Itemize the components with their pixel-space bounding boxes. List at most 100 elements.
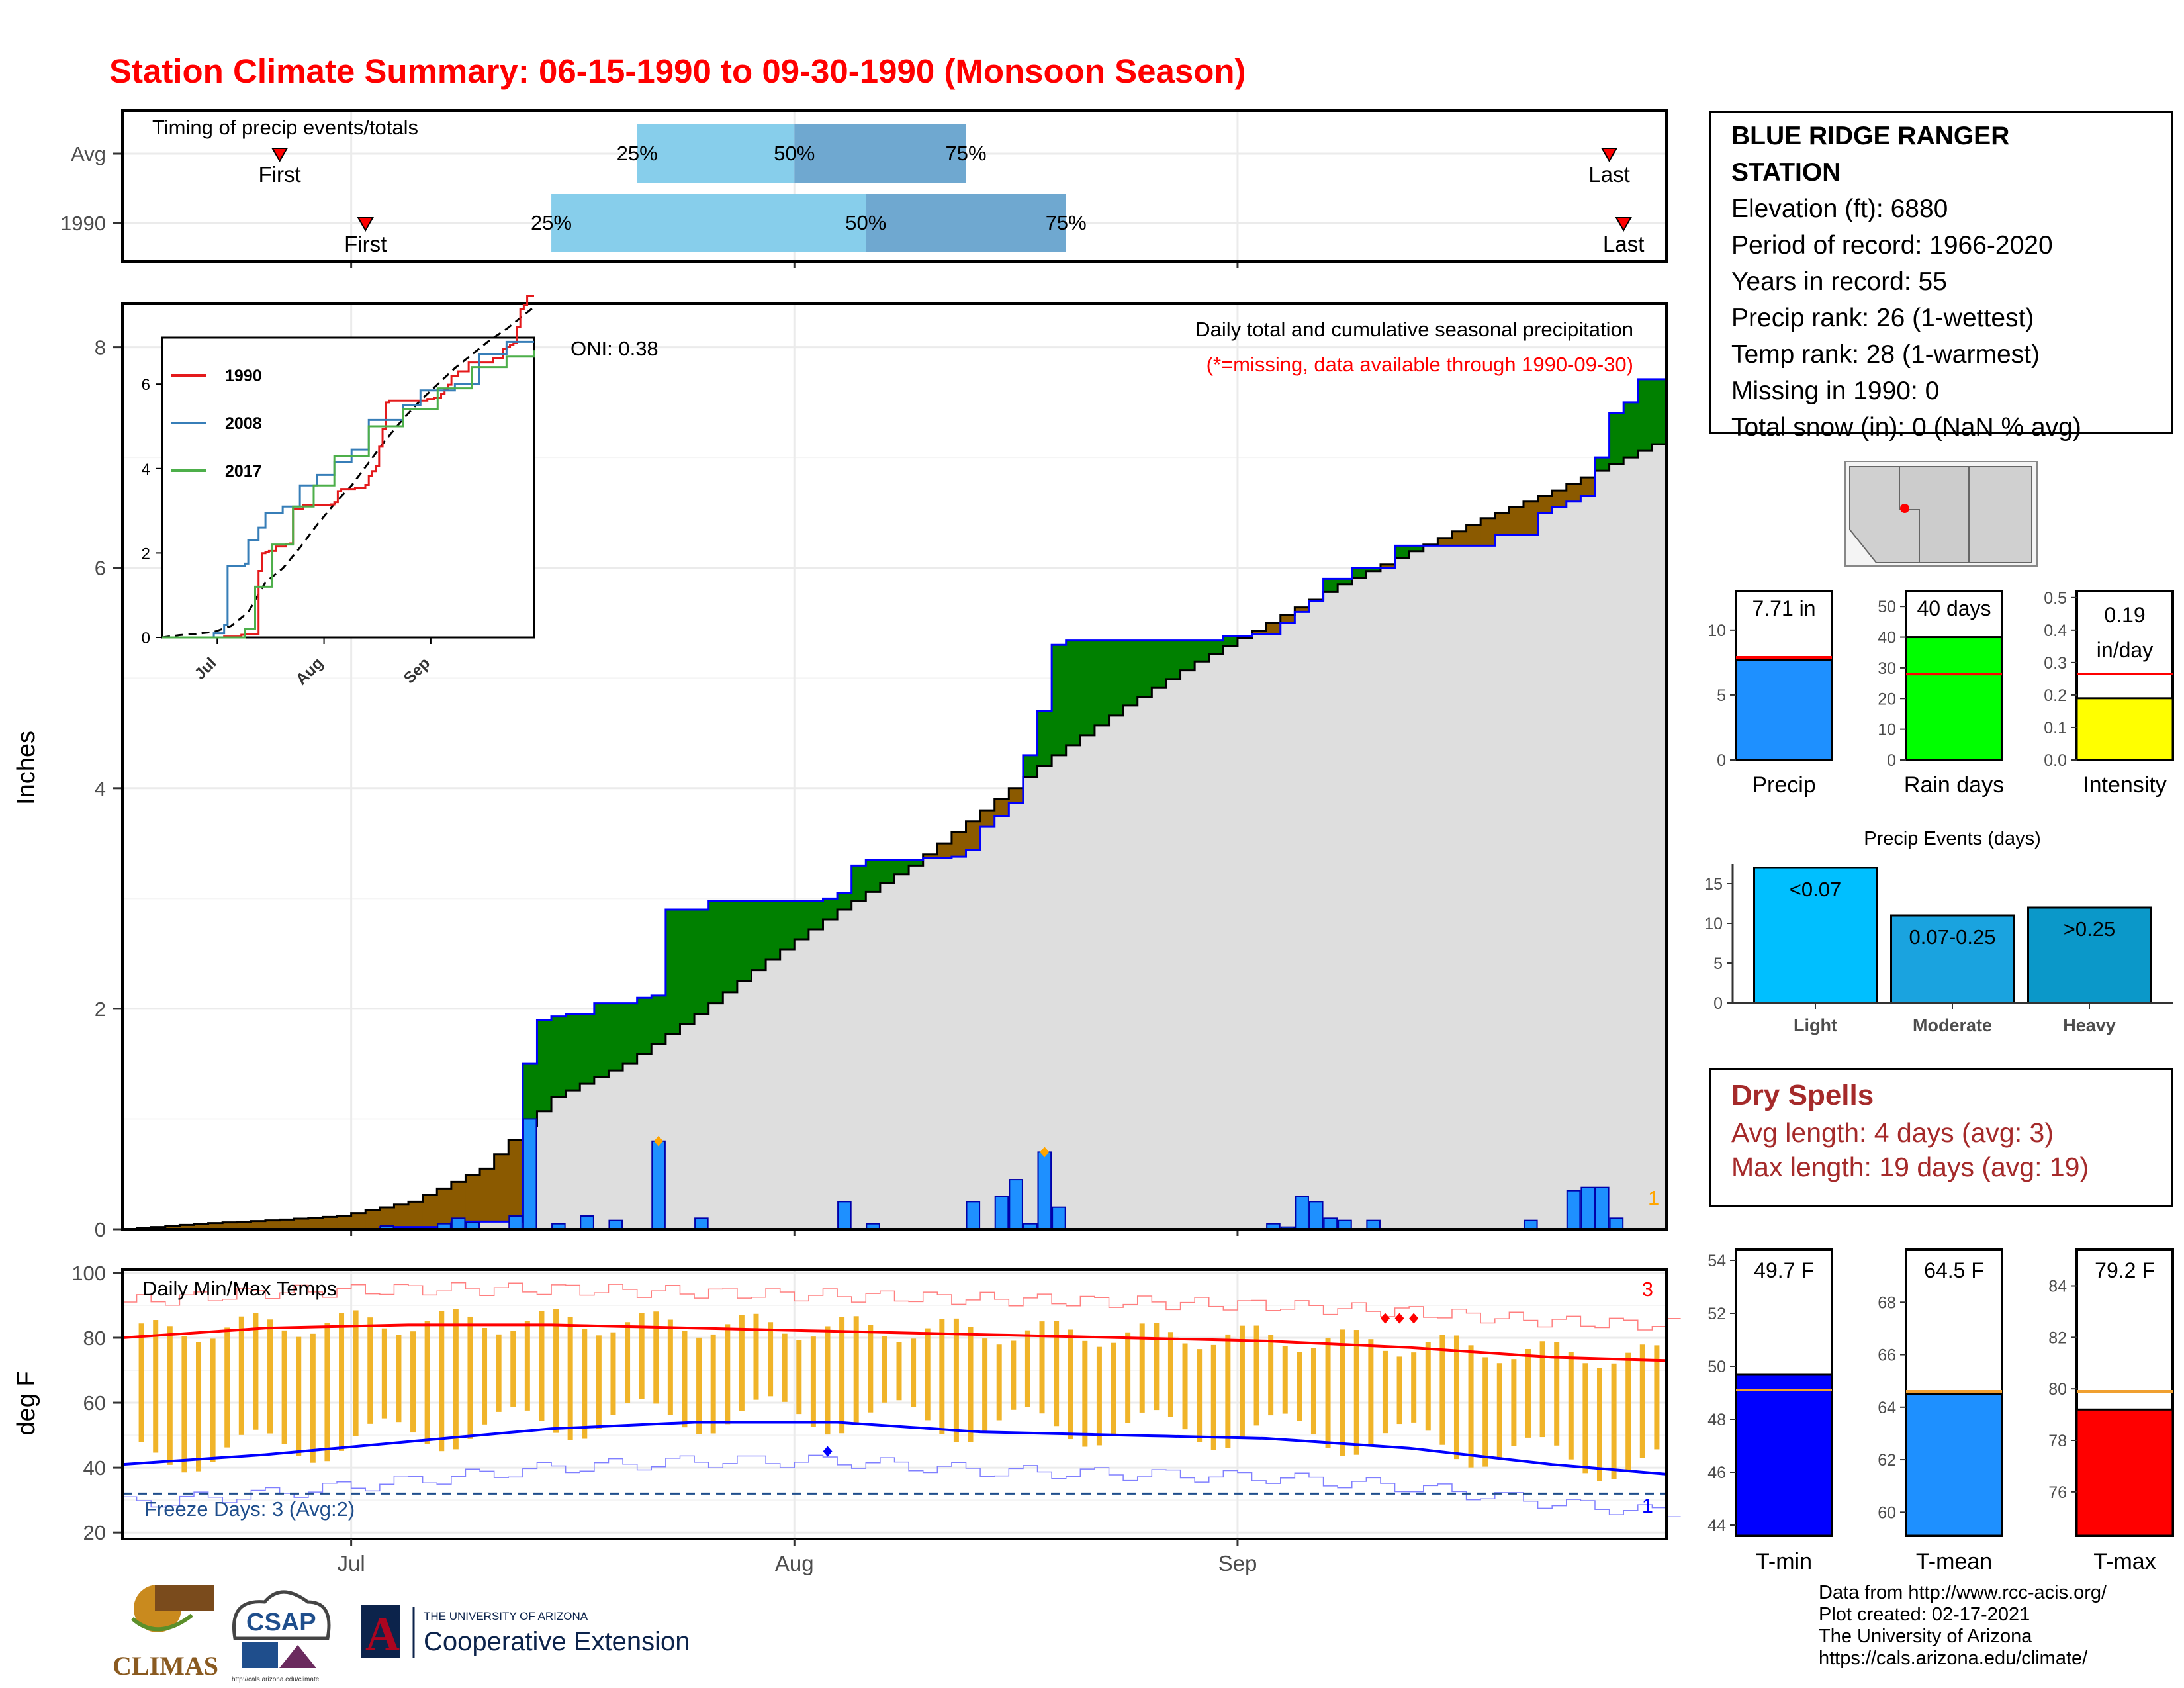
dry-avg-length: Avg length: 4 days (avg: 3): [1731, 1117, 2054, 1148]
cumulative-difference: [823, 898, 838, 920]
temp-tick-label: 44: [1707, 1517, 1726, 1535]
cumulative-difference: [694, 910, 709, 1015]
cumulative-difference: [1594, 457, 1610, 471]
inset-avg-line: [161, 306, 535, 639]
credit-line: https://cals.arizona.edu/climate/: [1819, 1648, 2088, 1669]
cumulative-difference: [1094, 640, 1110, 726]
cumulative-difference: [236, 1221, 252, 1229]
season-category-label: Intensity: [2083, 773, 2167, 798]
daily-temp-range: [1382, 1350, 1388, 1434]
daily-temp-range: [1139, 1323, 1145, 1413]
cumulative-difference: [1066, 640, 1081, 745]
season-value-label: 7.71 in: [1752, 596, 1815, 620]
temp-tick-label: 52: [1707, 1305, 1726, 1323]
station-info-box: BLUE RIDGE RANGER STATION Elevation (ft)…: [1709, 111, 2173, 442]
daily-precip-bar: [1594, 1186, 1610, 1231]
cumulative-difference: [351, 1213, 367, 1229]
daily-precip-bar: [994, 1196, 1009, 1231]
temp-tick-label: 68: [1878, 1293, 1896, 1312]
cumulative-difference: [580, 1014, 595, 1084]
cumulative-difference: [909, 860, 924, 866]
daily-temp-range: [725, 1324, 731, 1425]
daily-temp-range: [1253, 1325, 1259, 1426]
daily-temp-range: [1282, 1346, 1288, 1414]
timing-row-label: 1990: [60, 212, 106, 235]
temp-tick-label: 54: [1707, 1252, 1726, 1270]
daily-temp-range: [825, 1326, 831, 1435]
daily-temp-range: [596, 1335, 602, 1429]
daily-temp-range: [224, 1327, 230, 1448]
cumulative-difference: [1152, 640, 1167, 688]
precip-rank-text: Precip rank: 26 (1-wettest): [1731, 304, 2034, 332]
cumulative-difference: [1280, 615, 1296, 623]
avg-cumulative-area: [122, 438, 1666, 1229]
event-category-label: Light: [1794, 1015, 1837, 1035]
missing-marker: [1040, 1147, 1050, 1158]
cumulative-difference: [780, 900, 796, 949]
temp-value-label: 49.7 F: [1754, 1258, 1814, 1282]
season-value-label: 0.19: [2104, 603, 2145, 627]
cumulative-difference: [608, 1003, 623, 1071]
daily-precip-bar: [1609, 1217, 1624, 1230]
temp-bar: [1735, 1373, 1833, 1537]
daily-temp-range: [653, 1311, 659, 1404]
daily-temp-range: [1396, 1356, 1402, 1425]
precip-title: Daily total and cumulative seasonal prec…: [1195, 318, 1633, 341]
daily-temp-range: [396, 1335, 402, 1423]
event-category-label: Heavy: [2063, 1015, 2116, 1035]
cumulative-difference: [1652, 379, 1667, 445]
daily-temp-range: [782, 1333, 788, 1402]
season-bars: 7.71 in 0 5 10 Precip 40 days 0 10 20 30 40 50 Rain …: [1707, 589, 2174, 798]
cumulative-difference: [665, 910, 681, 1035]
temp-tick-label: 78: [2048, 1432, 2067, 1450]
season-tick-label: 50: [1878, 598, 1896, 616]
daily-temp-range: [939, 1319, 945, 1434]
y-tick-label: 0: [95, 1218, 106, 1241]
daily-temp-range: [339, 1313, 345, 1451]
daily-precip-bar: [1323, 1217, 1338, 1230]
daily-temp-range: [1340, 1329, 1345, 1456]
cumulative-difference: [1251, 630, 1267, 634]
daily-temp-range: [1239, 1325, 1245, 1439]
cumulative-difference: [1637, 379, 1653, 451]
ua-top-text: THE UNIVERSITY OF ARIZONA: [424, 1610, 588, 1622]
p50-label: 50%: [845, 211, 886, 234]
daily-temp-range: [1596, 1368, 1602, 1481]
cumulative-difference: [551, 1016, 567, 1098]
cumulative-difference: [1080, 640, 1095, 735]
legend-label: 2017: [225, 462, 262, 481]
season-tick-label: 10: [1878, 721, 1896, 739]
daily-temp-range: [839, 1317, 845, 1434]
daily-precip-bar: [1052, 1206, 1066, 1230]
daily-temp-range: [1054, 1321, 1060, 1427]
logos-row: CLIMAS CSAP http://cals.arizona.edu/clim…: [113, 1585, 690, 1683]
daily-temp-range: [1325, 1337, 1331, 1448]
season-tick-label: 10: [1707, 622, 1726, 640]
climas-text: CLIMAS: [113, 1651, 218, 1681]
events-tick-label: 5: [1713, 955, 1723, 973]
cumulative-difference: [951, 832, 967, 857]
cumulative-difference: [1509, 507, 1524, 535]
cumulative-difference: [537, 1019, 552, 1111]
cumulative-difference: [522, 1064, 538, 1126]
cumulative-difference: [737, 900, 752, 982]
cumulative-difference: [1137, 640, 1153, 697]
cumulative-difference: [1437, 538, 1453, 546]
dry-max-length: Max length: 19 days (avg: 19): [1731, 1152, 2089, 1182]
event-bar: [2027, 906, 2152, 1004]
daily-precip-bar: [1308, 1201, 1324, 1230]
daily-temp-range: [868, 1325, 874, 1413]
temp-bar: [1905, 1393, 2003, 1537]
daily-temp-range: [1310, 1348, 1316, 1435]
events-tick-label: 10: [1704, 915, 1723, 933]
daily-temp-range: [1225, 1334, 1231, 1448]
cumulative-difference: [794, 900, 809, 939]
daily-temp-range: [1639, 1344, 1645, 1458]
daily-temp-range: [1482, 1357, 1488, 1467]
temp-bar: [2075, 1408, 2174, 1537]
daily-temp-range: [953, 1318, 959, 1443]
daily-temp-range: [138, 1323, 144, 1442]
missing-text: Missing in 1990: 0: [1731, 377, 1940, 405]
cumulative-difference: [966, 821, 981, 851]
timing-border: [121, 109, 1668, 263]
